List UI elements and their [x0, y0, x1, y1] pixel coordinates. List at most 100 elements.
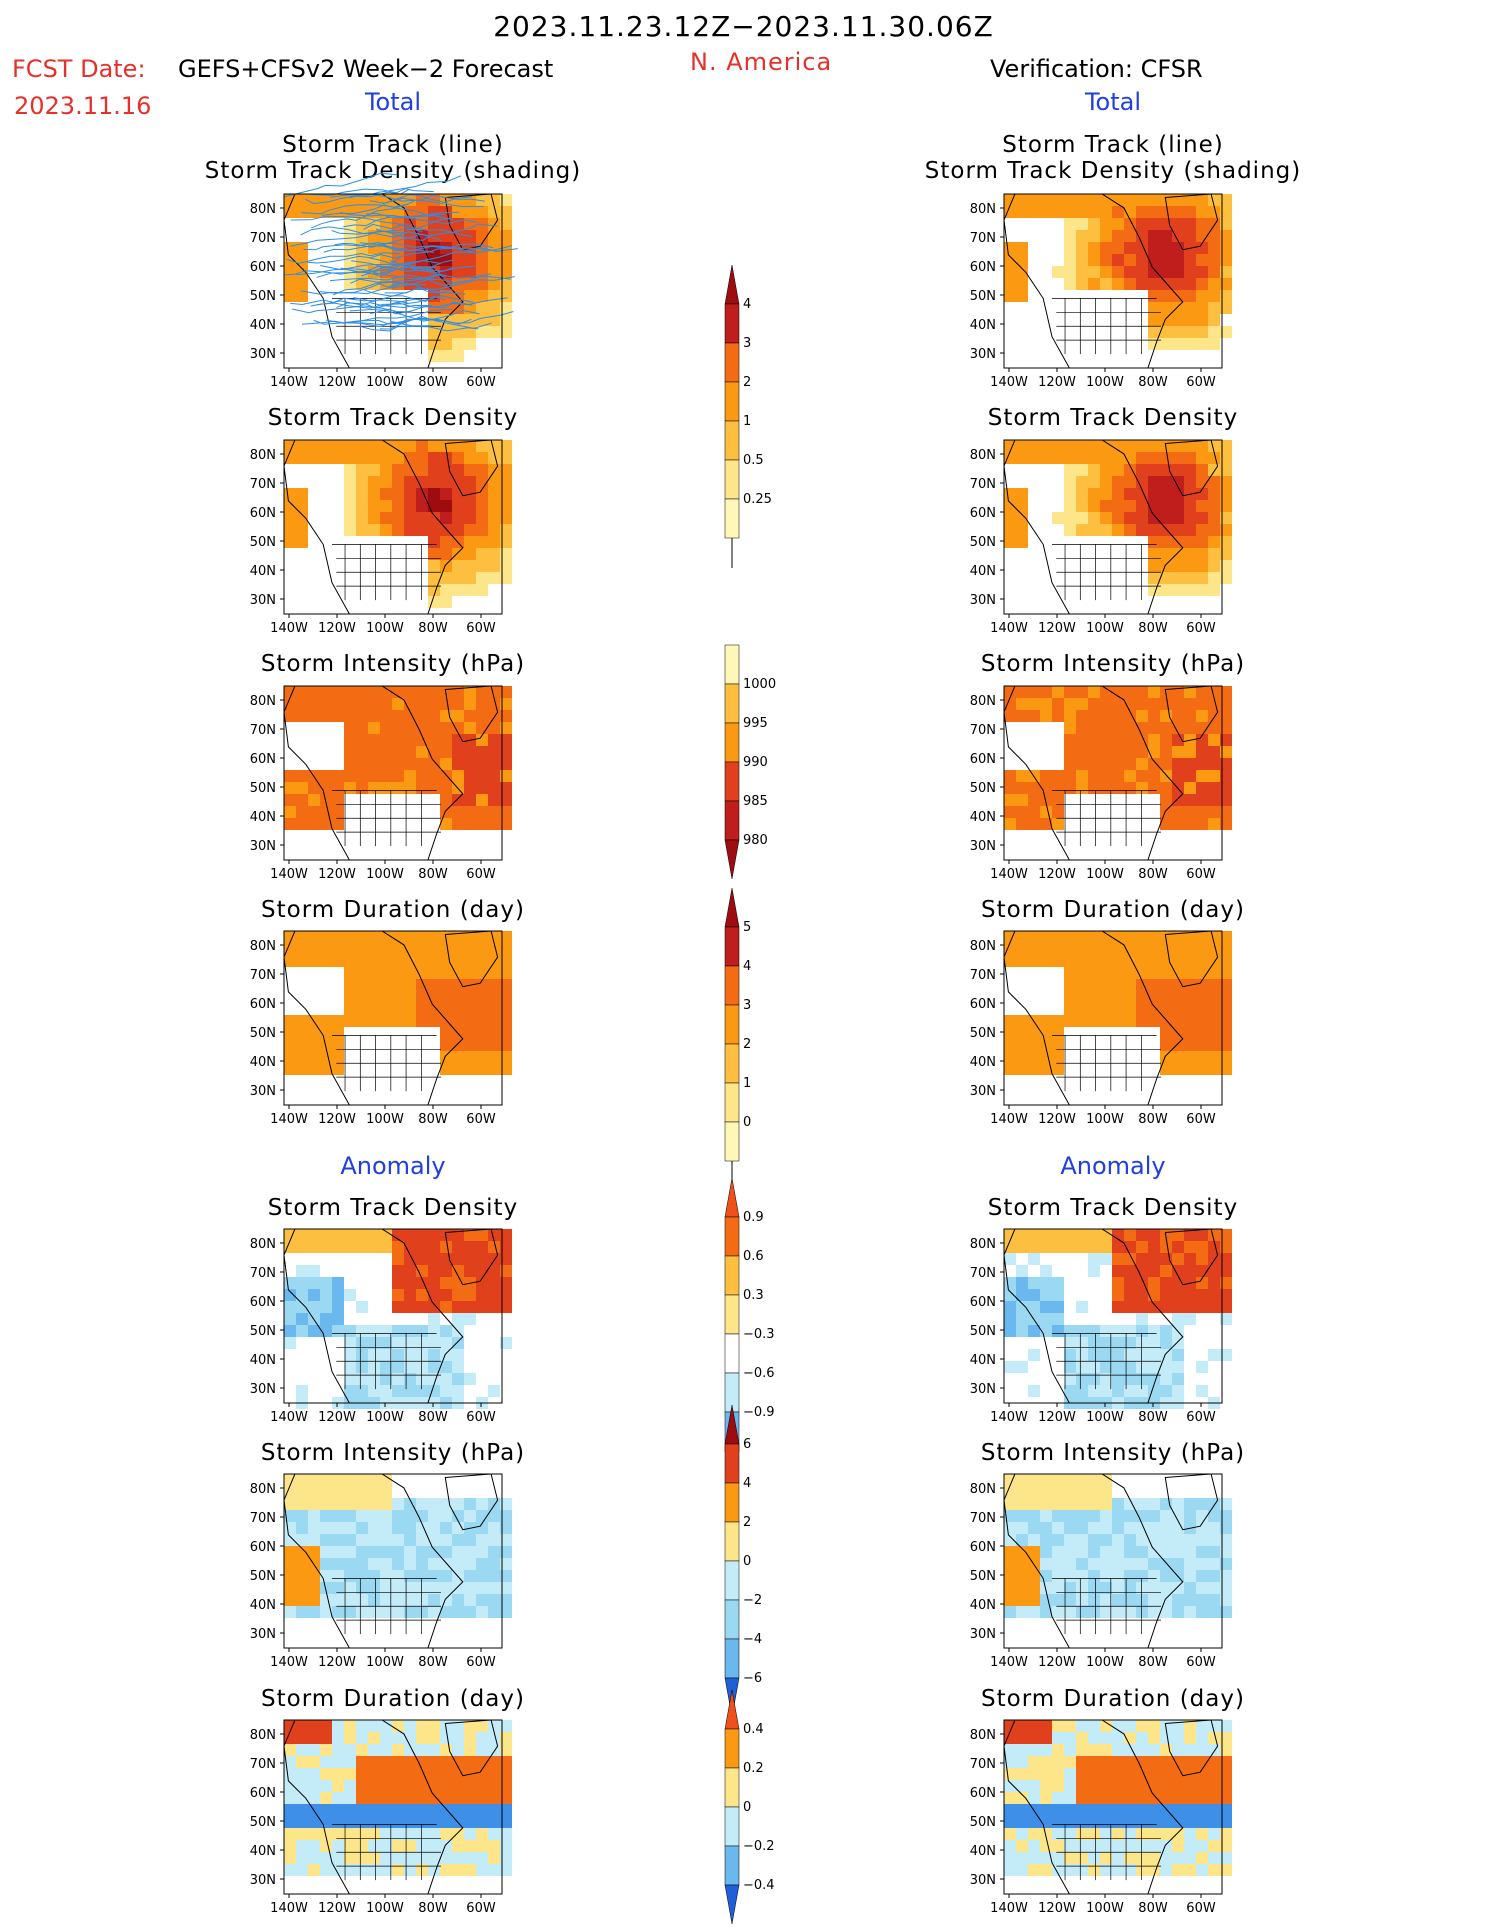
- grid-cell: [332, 1027, 344, 1039]
- grid-cell: [356, 1780, 368, 1792]
- grid-cell: [1076, 254, 1088, 266]
- lat-tick-label: 60N: [250, 1786, 276, 1801]
- grid-cell: [1052, 452, 1064, 464]
- grid-cell: [344, 464, 356, 476]
- grid-cell: [1124, 1570, 1136, 1582]
- grid-cell: [1052, 1852, 1064, 1864]
- grid-cell: [1016, 278, 1028, 290]
- grid-cell: [1064, 1558, 1076, 1570]
- grid-cell: [416, 782, 428, 794]
- grid-cell: [1064, 1241, 1076, 1253]
- grid-cell: [1160, 1840, 1172, 1852]
- grid-cell: [296, 1744, 308, 1756]
- grid-cell: [1004, 194, 1016, 206]
- grid-cell: [464, 698, 476, 710]
- grid-cell: [1040, 710, 1052, 722]
- grid-cell: [476, 955, 488, 967]
- grid-cell: [1124, 1229, 1136, 1241]
- grid-cell: [368, 1546, 380, 1558]
- grid-cell: [320, 1241, 332, 1253]
- grid-cell: [404, 1229, 416, 1241]
- grid-cell: [308, 1229, 320, 1241]
- panel-title-density: Storm Track Density: [267, 405, 519, 431]
- state-borders: [1051, 544, 1161, 601]
- grid-cell: [1124, 440, 1136, 452]
- grid-cell: [500, 206, 512, 218]
- grid-cell: [1016, 1265, 1028, 1277]
- grid-cell: [296, 1385, 308, 1397]
- grid-cell: [500, 560, 512, 572]
- grid-cell: [428, 686, 440, 698]
- grid-cell: [1016, 500, 1028, 512]
- lat-tick-label: 60N: [250, 506, 276, 521]
- grid-cell: [344, 1241, 356, 1253]
- grid-cell: [452, 710, 464, 722]
- grid-cell: [1004, 1804, 1016, 1816]
- lon-tick-label: 100W: [1086, 867, 1124, 882]
- grid-cell: [1088, 1385, 1100, 1397]
- grid-cell: [332, 1756, 344, 1768]
- grid-cell: [488, 1780, 500, 1792]
- grid-cell: [452, 1510, 464, 1522]
- main-title: 2023.11.23.12Z−2023.11.30.06Z: [493, 10, 994, 43]
- grid-cell: [344, 1768, 356, 1780]
- grid-cell: [500, 1816, 512, 1828]
- grid-cell: [440, 254, 452, 266]
- grid-cell: [344, 770, 356, 782]
- grid-cell: [488, 1051, 500, 1063]
- grid-cell: [392, 979, 404, 991]
- grid-cell: [380, 1804, 392, 1816]
- colorbar-swatch: [724, 683, 740, 724]
- grid-cell: [1124, 746, 1136, 758]
- grid-cell: [1016, 1361, 1028, 1373]
- grid-cell: [464, 1780, 476, 1792]
- grid-cell: [1208, 1534, 1220, 1546]
- grid-cell: [1016, 1606, 1028, 1618]
- grid-cell: [1160, 278, 1172, 290]
- grid-cell: [1136, 1289, 1148, 1301]
- grid-cell: [452, 1558, 464, 1570]
- grid-cell: [368, 464, 380, 476]
- grid-cell: [1112, 1522, 1124, 1534]
- grid-cell: [344, 1570, 356, 1582]
- grid-cell: [452, 512, 464, 524]
- grid-cell: [488, 782, 500, 794]
- grid-cell: [1040, 818, 1052, 830]
- grid-cell: [452, 572, 464, 584]
- grid-cell: [1220, 524, 1232, 536]
- grid-cell: [1208, 1606, 1220, 1618]
- grid-cell: [1100, 512, 1112, 524]
- grid-cell: [1028, 1594, 1040, 1606]
- grid-cell: [1004, 698, 1016, 710]
- grid-cell: [1064, 686, 1076, 698]
- grid-cell: [1208, 1570, 1220, 1582]
- lat-tick-label: 70N: [250, 231, 276, 246]
- grid-cell: [1112, 1289, 1124, 1301]
- grid-cell: [1136, 1558, 1148, 1570]
- grid-cell: [1196, 1039, 1208, 1051]
- grid-cell: [392, 1558, 404, 1570]
- grid-cell: [1208, 440, 1220, 452]
- grid-cell: [440, 1498, 452, 1510]
- grid-cell: [1220, 194, 1232, 206]
- grid-cell: [320, 1229, 332, 1241]
- grid-cell: [1172, 1546, 1184, 1558]
- grid-cell: [476, 512, 488, 524]
- grid-cell: [476, 1534, 488, 1546]
- grid-cell: [1220, 1039, 1232, 1051]
- grid-cell: [296, 1606, 308, 1618]
- grid-cell: [380, 1732, 392, 1744]
- lon-tick-label: 120W: [1038, 1410, 1076, 1425]
- grid-cell: [1112, 1015, 1124, 1027]
- grid-cell: [1208, 1546, 1220, 1558]
- grid-cell: [296, 1804, 308, 1816]
- grid-cell: [1076, 1582, 1088, 1594]
- grid-cell: [1136, 1349, 1148, 1361]
- grid-cell: [332, 1510, 344, 1522]
- grid-cell: [284, 266, 296, 278]
- lon-tick-label: 140W: [270, 1112, 308, 1127]
- grid-cell: [1088, 698, 1100, 710]
- grid-cell: [1016, 488, 1028, 500]
- grid-cell: [1028, 1027, 1040, 1039]
- grid-cell: [356, 943, 368, 955]
